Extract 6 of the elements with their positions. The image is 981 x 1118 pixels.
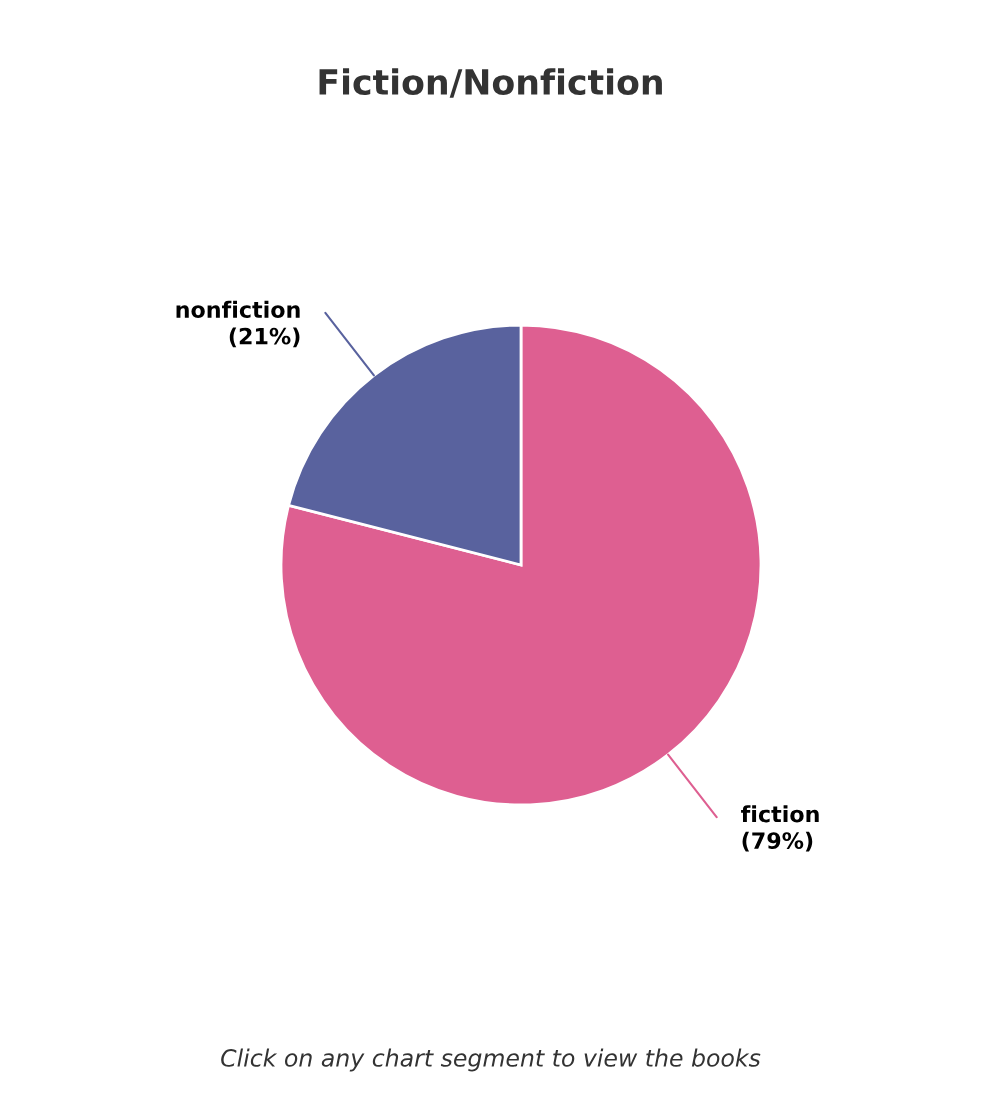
slice-label: fiction bbox=[741, 805, 819, 823]
data-label: (21%) bbox=[229, 327, 300, 348]
chart-title: Fiction/Nonfiction bbox=[319, 68, 662, 98]
text: Click on any chart segment to view the books bbox=[221, 1048, 761, 1072]
slice-label: nonfiction bbox=[176, 300, 300, 318]
data-label: (79%) bbox=[742, 831, 813, 852]
